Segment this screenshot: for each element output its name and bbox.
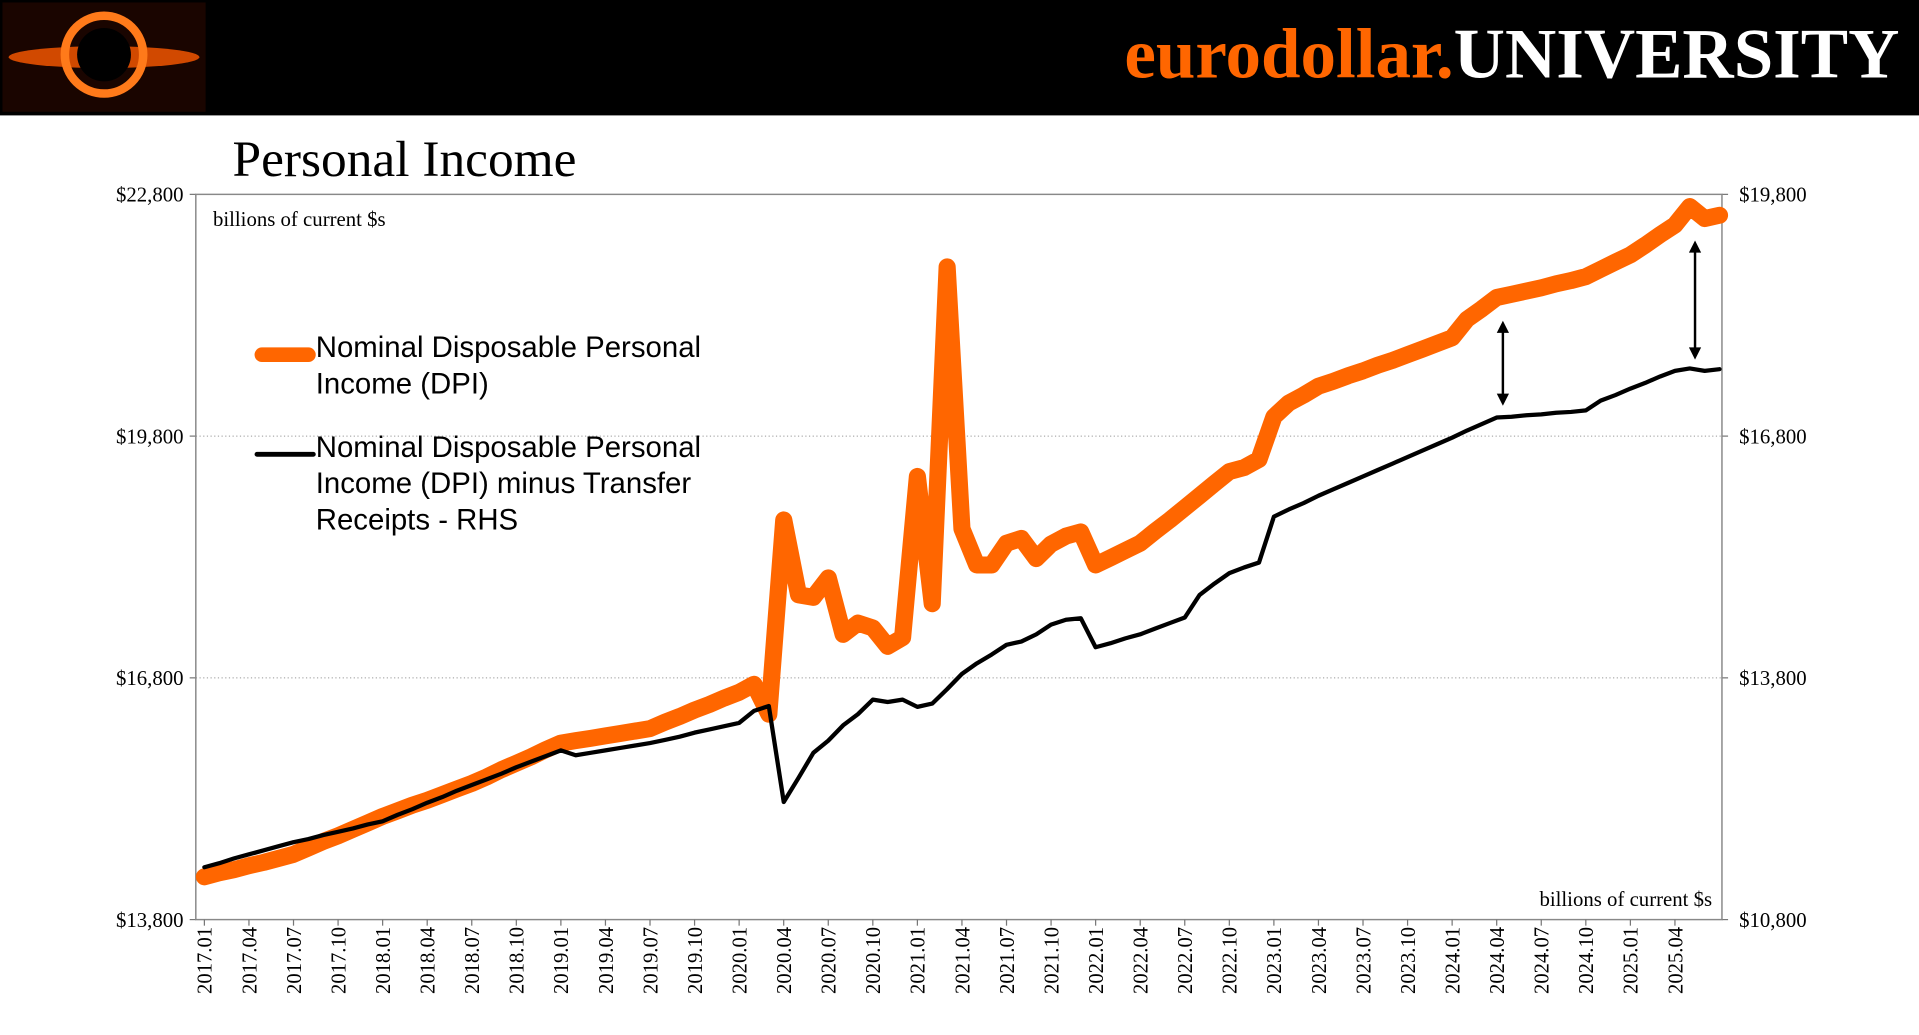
- annotation-arrows: [1496, 240, 1702, 406]
- x-tick-label: 2018.10: [507, 927, 529, 994]
- x-tick-label: 2022.04: [1130, 926, 1152, 994]
- x-tick-label: 2018.07: [462, 927, 484, 994]
- x-tick-label: 2017.01: [195, 927, 217, 994]
- x-tick-label: 2024.01: [1442, 927, 1464, 994]
- legend-label: Nominal Disposable Personal Income (DPI)…: [315, 431, 702, 537]
- x-tick-label: 2017.04: [239, 926, 261, 994]
- legend-swatch: [254, 347, 316, 363]
- y-tick-label: $13,800: [116, 910, 184, 932]
- logo: [2, 2, 206, 112]
- x-tick-label: 2024.07: [1532, 927, 1554, 994]
- x-tick-label: 2018.04: [417, 926, 439, 994]
- x-tick-label: 2017.10: [328, 927, 350, 994]
- brand-suffix: UNIVERSITY: [1454, 16, 1900, 94]
- x-tick-label: 2022.07: [1175, 927, 1197, 994]
- x-tick-label: 2021.01: [908, 927, 930, 994]
- y2-tick-label: $10,800: [1739, 910, 1807, 932]
- x-tick-label: 2020.04: [774, 926, 796, 994]
- x-tick-label: 2017.07: [284, 927, 306, 994]
- x-tick-label: 2019.04: [596, 926, 618, 994]
- x-tick-label: 2020.10: [863, 927, 885, 994]
- x-tick-label: 2025.01: [1621, 927, 1643, 994]
- x-tick-label: 2023.10: [1398, 927, 1420, 994]
- legend-item: Nominal Disposable Personal Income (DPI): [254, 330, 757, 403]
- x-tick-label: 2021.10: [1041, 927, 1063, 994]
- x-tick-label: 2019.01: [551, 927, 573, 994]
- y2-axis-label: billions of current $s: [1539, 889, 1712, 911]
- legend-item: Nominal Disposable Personal Income (DPI)…: [254, 430, 757, 539]
- x-tick-label: 2022.01: [1086, 927, 1108, 994]
- x-tick-label: 2020.01: [729, 927, 751, 994]
- y-tick-label: $19,800: [116, 426, 184, 448]
- x-tick-label: 2019.10: [685, 927, 707, 994]
- x-tick-label: 2023.07: [1353, 927, 1375, 994]
- chart-title: Personal Income: [233, 131, 577, 188]
- legend-label: Nominal Disposable Personal Income (DPI): [315, 331, 702, 401]
- x-tick-label: 2022.10: [1220, 927, 1242, 994]
- x-tick-label: 2023.01: [1264, 927, 1286, 994]
- header-bar: [0, 0, 1919, 116]
- y-axis-label: billions of current $s: [213, 209, 386, 231]
- y-tick-label: $22,800: [116, 185, 184, 207]
- x-tick-label: 2024.10: [1576, 927, 1598, 994]
- x-tick-label: 2021.07: [997, 927, 1019, 994]
- series-line: [202, 366, 1722, 870]
- x-tick-label: 2019.07: [640, 927, 662, 994]
- plot-frame: [195, 193, 1723, 921]
- x-tick-label: 2021.04: [952, 926, 974, 994]
- legend: Nominal Disposable Personal Income (DPI)…: [254, 330, 757, 566]
- y2-tick-label: $13,800: [1739, 668, 1807, 690]
- brand-name: eurodollar.: [1124, 16, 1453, 94]
- x-tick-label: 2025.04: [1665, 926, 1687, 994]
- x-tick-label: 2018.01: [373, 927, 395, 994]
- y2-tick-label: $19,800: [1739, 185, 1807, 207]
- brand: eurodollar.UNIVERSITY: [1124, 16, 1899, 94]
- x-tick-label: 2024.04: [1487, 926, 1509, 994]
- y-tick-label: $16,800: [116, 668, 184, 690]
- x-tick-label: 2020.07: [819, 927, 841, 994]
- legend-swatch: [254, 451, 316, 457]
- x-tick-label: 2023.04: [1309, 926, 1331, 994]
- y2-tick-label: $16,800: [1739, 426, 1807, 448]
